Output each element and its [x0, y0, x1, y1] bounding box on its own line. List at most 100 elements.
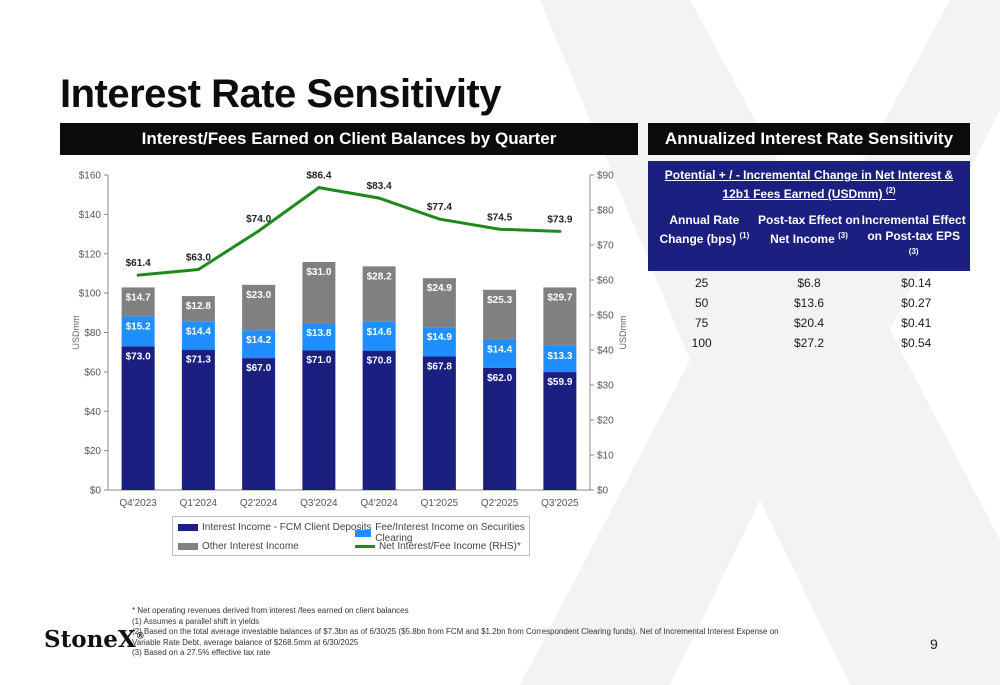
y2-tick-label: $0 [597, 486, 609, 497]
table-cell: $0.41 [901, 316, 932, 330]
table-cell: 25 [694, 276, 709, 290]
bar-data-label: $71.3 [186, 355, 211, 366]
bar-fcm [483, 367, 517, 490]
table-row: 50 $13.6 $0.27 [648, 293, 970, 313]
table-cell: $6.8 [797, 276, 821, 290]
bar-fcm [121, 346, 155, 490]
table-cell: 75 [694, 316, 709, 330]
bar-other [302, 262, 336, 324]
y2-tick-label: $10 [597, 451, 614, 462]
sensitivity-table-title: Potential + / - Incremental Change in Ne… [664, 168, 954, 201]
bar-data-label: $12.8 [186, 301, 211, 312]
y-axis-label: USDmm [71, 316, 81, 350]
y2-tick-label: $20 [597, 416, 614, 427]
legend-item-net: Net Interest/Fee Income (RHS)* [355, 541, 521, 552]
y2-tick-label: $70 [597, 241, 614, 252]
line-data-label: $77.4 [427, 202, 452, 213]
bar-fcm [543, 372, 577, 490]
footnote: (1) Assumes a parallel shift in yields [132, 616, 260, 626]
bar-data-label: $23.0 [246, 290, 271, 301]
sensitivity-table-body: 25 $6.8 $0.14 50 $13.6 $0.27 75 $20.4 $0.41 100 $2… [648, 271, 970, 353]
table-cell: $20.4 [793, 316, 824, 330]
bar-data-label: $29.7 [547, 292, 572, 303]
y-tick-label: $100 [79, 289, 102, 300]
bar-other [242, 284, 276, 331]
sensitivity-table-columns: Annual Rate Change (bps) (1) Post-tax Eff… [652, 212, 966, 263]
bar-other [181, 296, 215, 322]
bar-data-label: $14.4 [186, 326, 211, 337]
bar-fcm [302, 350, 336, 490]
bar-data-label: $67.0 [246, 363, 271, 374]
table-cell: $13.6 [793, 296, 824, 310]
footnotes: * Net operating revenues derived from in… [132, 606, 792, 659]
bar-data-label: $24.9 [427, 283, 452, 294]
line-data-label: $74.0 [246, 214, 271, 225]
line-data-label: $73.9 [547, 214, 572, 225]
bar-other [483, 289, 517, 340]
bar-fcm [242, 358, 276, 490]
y2-tick-label: $50 [597, 311, 614, 322]
x-tick-label: Q1'2024 [180, 498, 218, 509]
footnote: (2) Based on the total average investabl… [132, 627, 779, 647]
bar-data-label: $70.8 [367, 356, 392, 367]
y-tick-label: $60 [84, 367, 101, 378]
bar-securities [422, 327, 456, 357]
bar-data-label: $14.7 [126, 292, 151, 303]
table-cell: 100 [691, 336, 712, 350]
legend-item-securities: Fee/Interest Income on Securities Cleari… [355, 522, 529, 544]
net-income-point [136, 273, 140, 277]
footnote: * Net operating revenues derived from in… [132, 606, 409, 615]
table-row: 100 $27.2 $0.54 [648, 333, 970, 353]
bar-data-label: $71.0 [306, 355, 331, 366]
legend-item-fcm: Interest Income - FCM Client Deposits [178, 522, 372, 533]
legend-swatch-fcm [178, 524, 198, 531]
table-cell: $0.27 [901, 296, 932, 310]
y-tick-label: $0 [90, 486, 102, 497]
bar-data-label: $14.2 [246, 335, 271, 346]
bar-securities [302, 323, 336, 351]
legend-swatch-other [178, 543, 198, 550]
y-tick-label: $120 [79, 249, 102, 260]
net-income-point [377, 196, 381, 200]
bar-data-label: $62.0 [487, 373, 512, 384]
legend-swatch-securities [355, 529, 372, 537]
sensitivity-table-head: Potential + / - Incremental Change in Ne… [648, 161, 970, 271]
net-income-line [137, 186, 560, 277]
table-cell: 50 [694, 296, 709, 310]
y2-tick-label: $80 [597, 206, 614, 217]
y-tick-label: $140 [79, 210, 102, 221]
x-tick-label: Q2'2025 [481, 498, 519, 509]
x-tick-label: Q4'2023 [119, 498, 157, 509]
x-tick-label: Q2'2024 [240, 498, 278, 509]
table-row: 75 $20.4 $0.41 [648, 313, 970, 333]
bar-securities [121, 316, 155, 347]
line-data-label: $86.4 [306, 171, 331, 182]
bar-data-label: $28.2 [367, 271, 392, 282]
line-data-label: $61.4 [126, 258, 151, 269]
column-header: Post-tax Effect on Net Income (3) [758, 213, 861, 246]
x-tick-label: Q4'2024 [360, 498, 398, 509]
y2-tick-label: $90 [597, 171, 614, 182]
footnote: (3) Based on a 27.5% effective tax rate [132, 648, 271, 657]
stonex-logo: StoneX® [44, 626, 145, 653]
bar-data-label: $59.9 [547, 377, 572, 388]
x-tick-label: Q3'2024 [300, 498, 338, 509]
table-cell: $27.2 [793, 336, 824, 350]
bar-fcm [362, 350, 396, 490]
table-header: Annualized Interest Rate Sensitivity [648, 123, 970, 155]
bar-data-label: $14.9 [427, 332, 452, 343]
chart-legend: Interest Income - FCM Client Deposits Fe… [172, 516, 530, 556]
bar-data-label: $13.8 [306, 328, 331, 339]
chart-header: Interest/Fees Earned on Client Balances … [60, 123, 638, 155]
bar-securities [362, 321, 396, 351]
y2-tick-label: $40 [597, 346, 614, 357]
net-income-point [437, 217, 441, 221]
line-data-label: $74.5 [487, 212, 512, 223]
table-cell: $0.14 [901, 276, 932, 290]
column-header: Annual Rate Change (bps) (1) [659, 213, 750, 246]
y-tick-label: $40 [84, 407, 101, 418]
bar-data-label: $14.6 [367, 327, 392, 338]
legend-item-other: Other Interest Income [178, 541, 299, 552]
net-income-point [498, 227, 502, 231]
x-tick-label: Q1'2025 [421, 498, 459, 509]
